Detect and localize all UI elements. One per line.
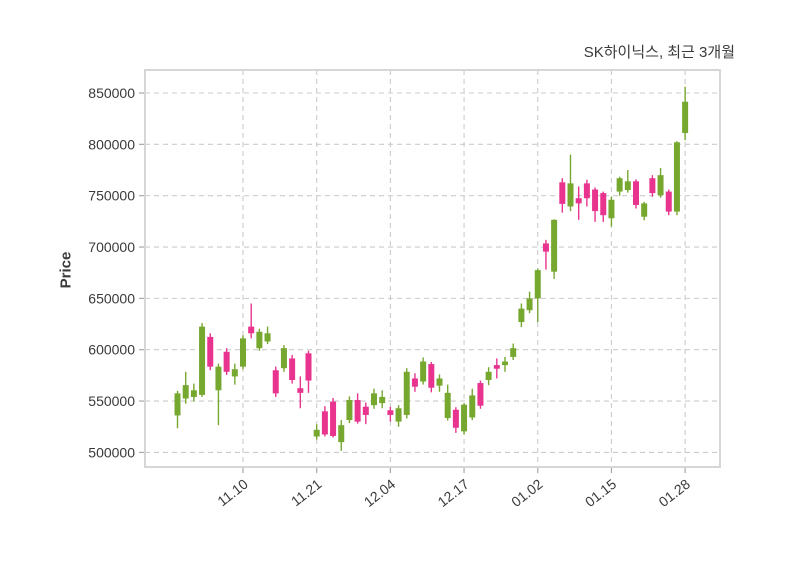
candle-body xyxy=(624,181,631,191)
candle-body xyxy=(428,364,435,388)
candle-body xyxy=(182,385,189,399)
candle-body xyxy=(305,353,312,381)
candle-body xyxy=(207,336,214,367)
plot-frame xyxy=(144,69,721,468)
candle-body xyxy=(502,361,508,366)
y-tick-label: 600000 xyxy=(88,342,135,358)
candle-body xyxy=(616,178,623,192)
y-tick-label: 750000 xyxy=(88,188,135,204)
y-tick-label: 800000 xyxy=(88,136,135,152)
candle-body xyxy=(199,326,206,395)
candle-body xyxy=(420,361,427,382)
candle-body xyxy=(551,219,558,272)
y-axis-label: Price xyxy=(57,251,75,289)
x-tick-label: 01.02 xyxy=(508,476,546,510)
candle-body xyxy=(190,390,197,397)
candle-body xyxy=(493,365,500,369)
candle-body xyxy=(403,371,410,415)
candle-body xyxy=(321,411,328,435)
candle-body xyxy=(526,298,533,311)
candle-body xyxy=(231,369,238,377)
candle-body xyxy=(387,410,394,415)
candle-body xyxy=(657,175,664,196)
candle-body xyxy=(330,401,337,436)
candle-body xyxy=(510,348,517,357)
candle-body xyxy=(313,429,320,437)
candle-body xyxy=(608,199,615,219)
candle-body xyxy=(583,183,590,199)
x-tick-label: 12.04 xyxy=(361,476,399,510)
candle-body xyxy=(665,191,672,212)
candle-body xyxy=(379,396,386,404)
candle-body xyxy=(485,371,492,381)
candle-body xyxy=(371,393,377,406)
x-tick-label: 11.10 xyxy=(214,476,251,510)
candle-body xyxy=(362,406,369,415)
candle-body xyxy=(592,189,599,212)
candle-body xyxy=(649,178,656,194)
candle-body xyxy=(673,142,680,212)
candle-body xyxy=(215,366,222,391)
x-tick-label: 01.28 xyxy=(656,476,694,510)
candle-body xyxy=(477,383,484,406)
candle-body xyxy=(452,409,459,428)
candle-body xyxy=(289,358,296,381)
y-tick-label: 550000 xyxy=(88,393,135,409)
candle-body xyxy=(641,203,648,217)
candle-body xyxy=(436,378,443,386)
candle-body xyxy=(469,395,476,418)
chart-title: SK하이닉스, 최근 3개월 xyxy=(583,44,735,61)
candle-body xyxy=(174,393,181,416)
candle-body xyxy=(338,425,345,443)
candle-body xyxy=(534,270,541,299)
x-tick-label: 01.15 xyxy=(582,476,620,510)
candle-body xyxy=(559,182,566,204)
candle-body xyxy=(682,101,689,134)
candle-body xyxy=(297,388,304,393)
candle-body xyxy=(542,243,549,252)
candle-body xyxy=(518,308,525,322)
y-tick-label: 850000 xyxy=(88,85,135,101)
candle-body xyxy=(461,404,468,432)
candle-body xyxy=(223,351,230,372)
candle-body xyxy=(395,408,402,422)
y-tick-label: 650000 xyxy=(88,290,135,306)
candle-body xyxy=(280,348,287,369)
y-tick-label: 700000 xyxy=(88,239,135,255)
candle-body xyxy=(411,378,418,387)
candle-body xyxy=(575,198,582,204)
x-tick-label: 12.17 xyxy=(434,476,472,510)
candle-body xyxy=(264,333,271,342)
candle-body xyxy=(256,331,263,349)
candle-body xyxy=(633,181,639,205)
candle-body xyxy=(346,400,353,421)
x-tick-label: 11.21 xyxy=(288,476,325,510)
candle-body xyxy=(248,326,255,334)
candle-body xyxy=(240,338,246,367)
candle-body xyxy=(444,392,451,419)
candle-body xyxy=(567,183,574,207)
candle-body xyxy=(354,400,361,422)
y-tick-label: 500000 xyxy=(88,444,135,460)
candle-body xyxy=(272,370,279,394)
candle-body xyxy=(600,193,607,216)
